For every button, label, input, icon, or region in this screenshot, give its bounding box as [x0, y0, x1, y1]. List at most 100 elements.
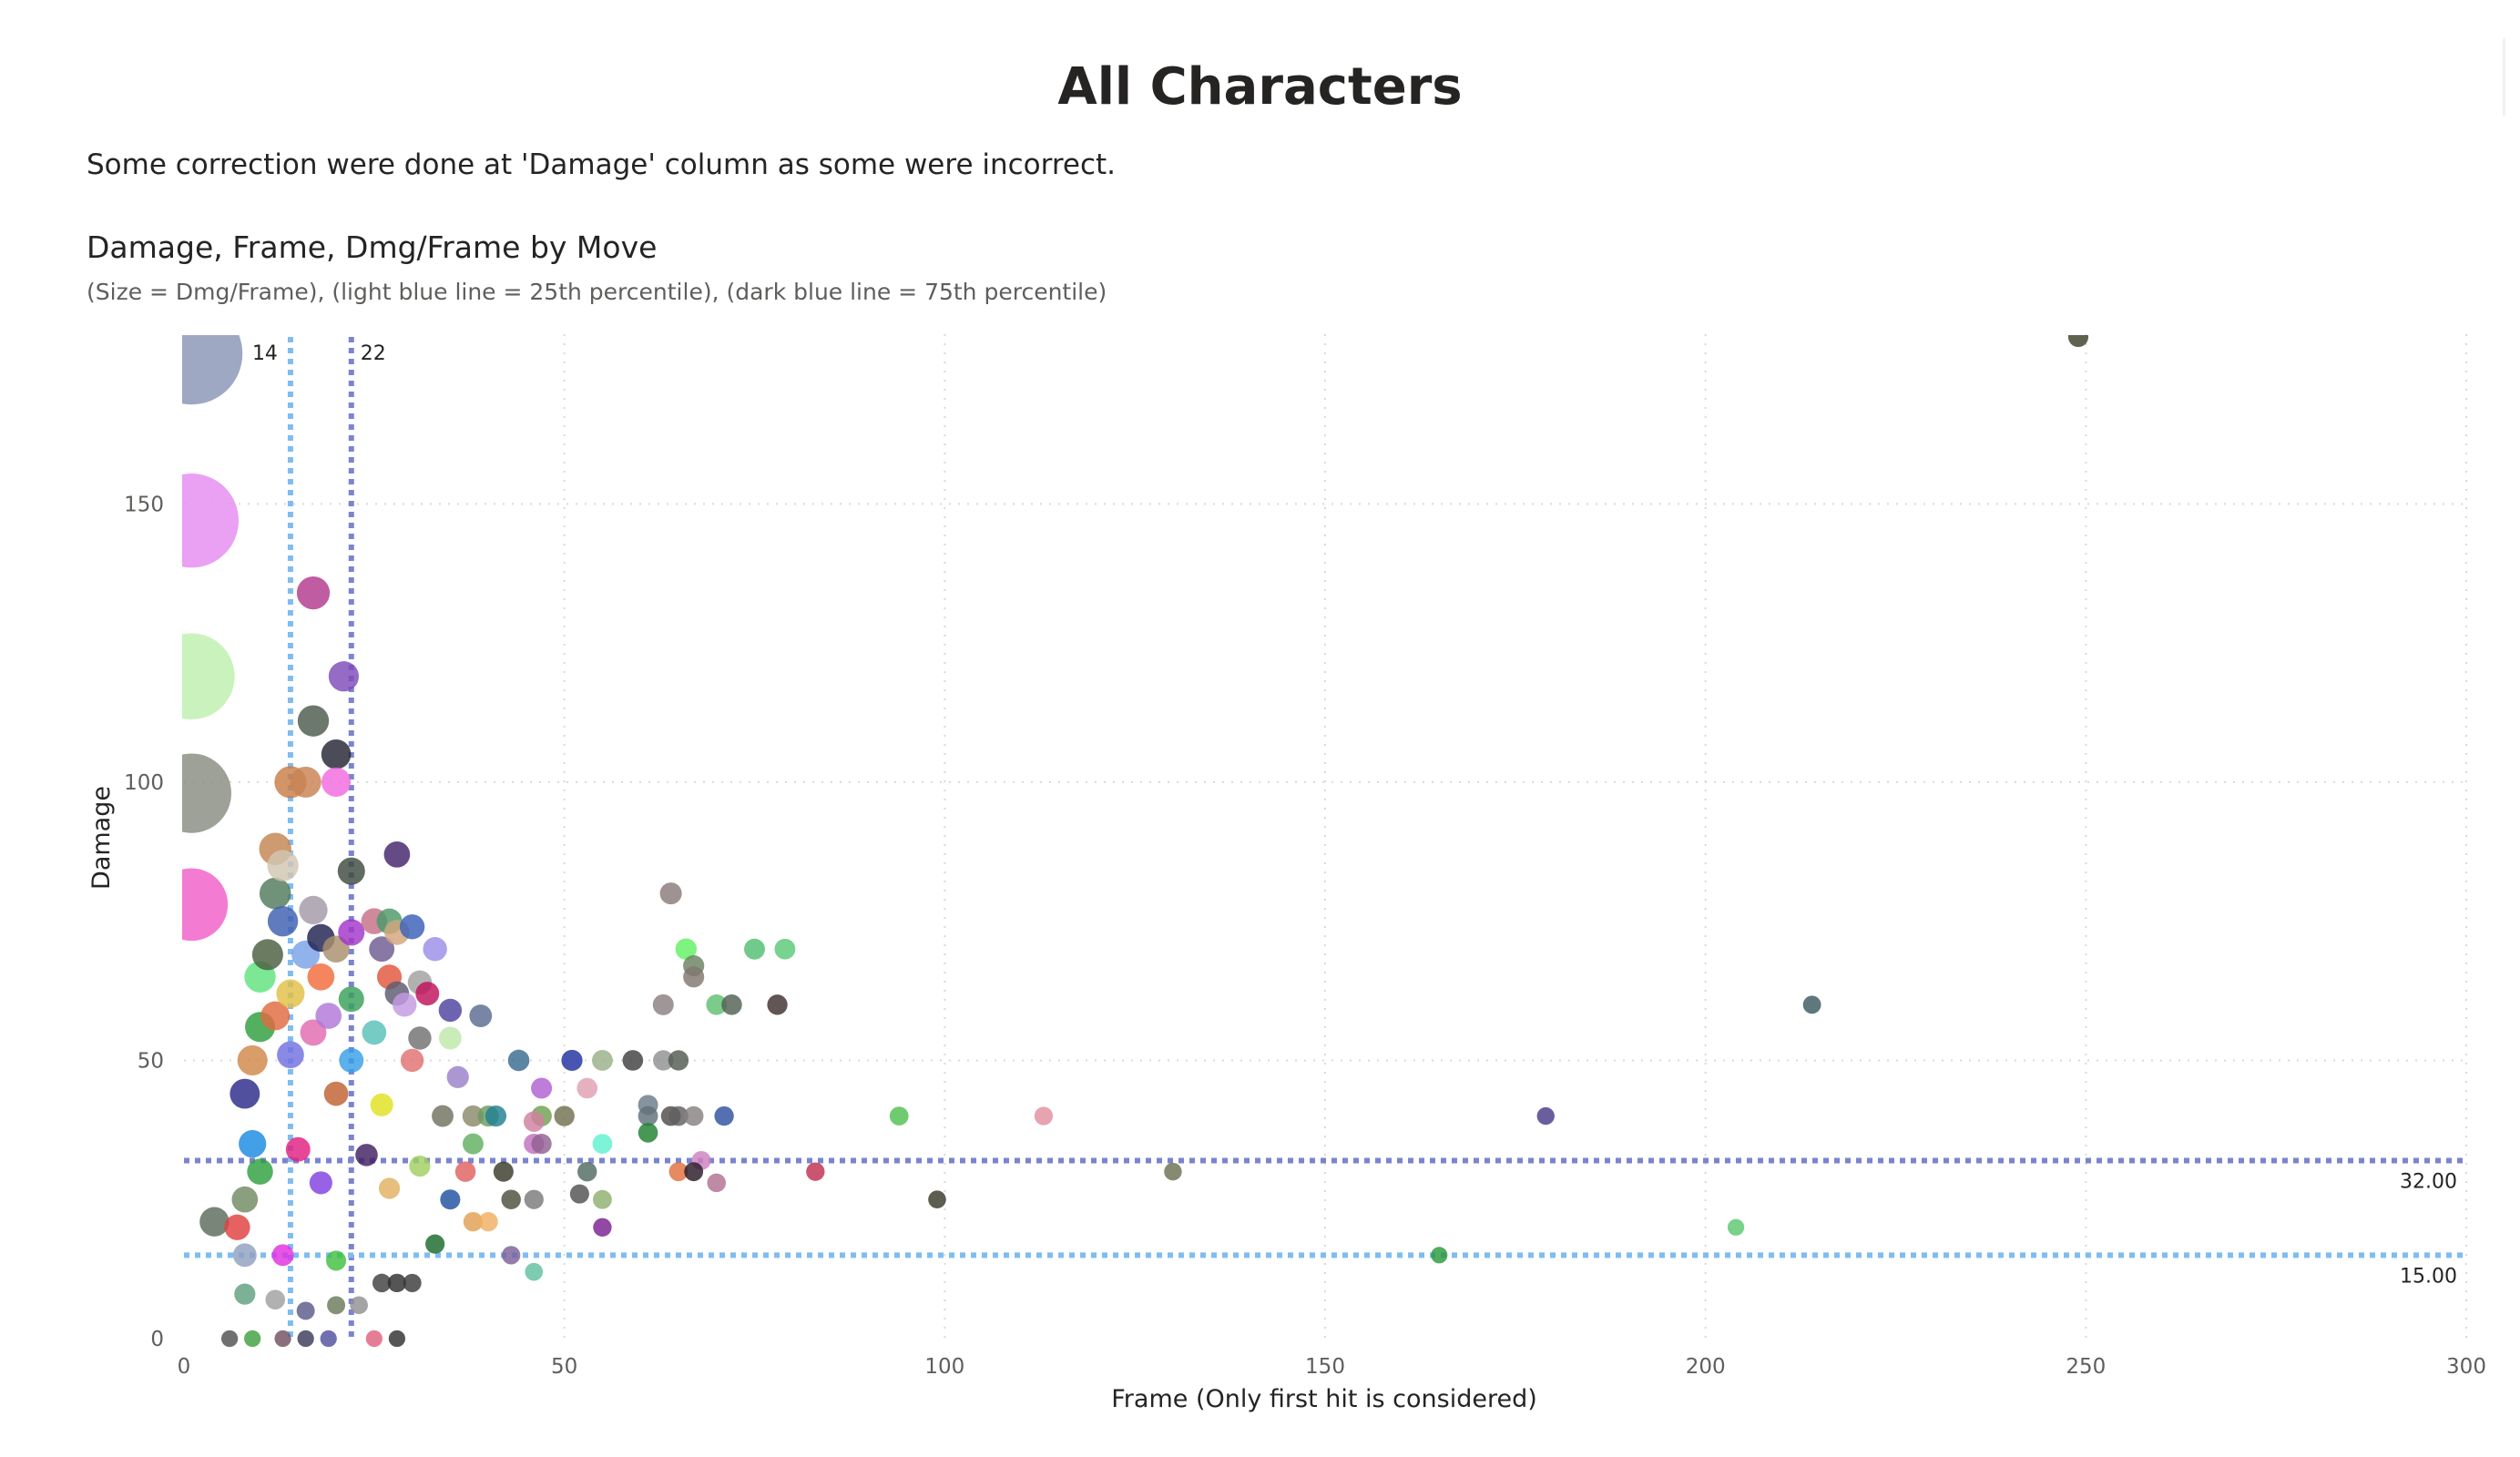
data-point[interactable]	[259, 877, 291, 910]
data-point[interactable]	[251, 939, 283, 971]
data-point[interactable]	[593, 1218, 612, 1237]
data-point[interactable]	[369, 936, 395, 963]
data-point[interactable]	[372, 1273, 392, 1293]
data-point[interactable]	[432, 1105, 454, 1127]
data-point[interactable]	[337, 857, 365, 885]
data-point[interactable]	[277, 1041, 304, 1069]
data-point[interactable]	[237, 1044, 268, 1075]
data-point[interactable]	[265, 1289, 286, 1310]
data-point[interactable]	[525, 1262, 544, 1281]
data-point[interactable]	[1536, 1106, 1555, 1126]
data-point[interactable]	[387, 1273, 407, 1293]
data-point[interactable]	[889, 1106, 909, 1126]
data-point[interactable]	[1164, 1162, 1182, 1181]
data-point[interactable]	[423, 937, 447, 962]
data-point[interactable]	[767, 994, 788, 1015]
data-point[interactable]	[668, 1105, 689, 1126]
data-point[interactable]	[928, 1190, 946, 1209]
data-point[interactable]	[365, 1330, 383, 1348]
data-point[interactable]	[339, 1047, 364, 1073]
data-point[interactable]	[321, 767, 352, 797]
data-point[interactable]	[593, 1189, 612, 1209]
data-point[interactable]	[408, 1026, 432, 1050]
data-point[interactable]	[592, 1134, 613, 1154]
data-point[interactable]	[299, 895, 328, 925]
data-point[interactable]	[296, 1301, 315, 1320]
data-point[interactable]	[285, 1136, 311, 1162]
data-point[interactable]	[774, 938, 796, 960]
data-point[interactable]	[507, 1049, 530, 1072]
data-point[interactable]	[714, 1105, 734, 1126]
data-point[interactable]	[524, 1189, 544, 1209]
data-point[interactable]	[668, 1050, 689, 1071]
data-point[interactable]	[440, 1189, 461, 1210]
data-point[interactable]	[502, 1246, 521, 1265]
data-point[interactable]	[370, 1093, 393, 1116]
data-point[interactable]	[415, 982, 440, 1006]
data-point[interactable]	[247, 1158, 273, 1185]
data-point[interactable]	[296, 576, 331, 610]
data-point[interactable]	[323, 1081, 349, 1106]
data-point[interactable]	[683, 1105, 704, 1126]
data-point[interactable]	[409, 1155, 431, 1177]
data-point[interactable]	[234, 1283, 256, 1305]
data-point[interactable]	[244, 1330, 261, 1348]
data-point[interactable]	[478, 1212, 498, 1232]
data-point[interactable]	[438, 1026, 462, 1050]
data-point[interactable]	[425, 1234, 445, 1254]
data-point[interactable]	[454, 1161, 476, 1182]
data-point[interactable]	[267, 905, 299, 937]
data-point[interactable]	[707, 1173, 727, 1193]
data-point[interactable]	[438, 998, 463, 1023]
data-point[interactable]	[140, 302, 243, 405]
data-point[interactable]	[199, 1207, 230, 1237]
data-point[interactable]	[652, 993, 674, 1015]
data-point[interactable]	[577, 1161, 597, 1182]
data-point[interactable]	[403, 1273, 422, 1292]
data-point[interactable]	[148, 633, 235, 720]
data-point[interactable]	[462, 1105, 485, 1127]
data-point[interactable]	[561, 1049, 583, 1072]
data-point[interactable]	[399, 914, 425, 940]
data-point[interactable]	[1727, 1218, 1745, 1236]
data-point[interactable]	[156, 868, 229, 942]
data-point[interactable]	[675, 938, 698, 960]
data-point[interactable]	[338, 919, 365, 946]
data-point[interactable]	[315, 1003, 342, 1029]
data-point[interactable]	[300, 1019, 327, 1046]
data-point[interactable]	[400, 1048, 424, 1073]
data-point[interactable]	[638, 1105, 658, 1126]
data-point[interactable]	[501, 1189, 521, 1209]
data-point[interactable]	[383, 841, 411, 868]
data-point[interactable]	[350, 1296, 368, 1315]
data-point[interactable]	[684, 1162, 704, 1182]
data-point[interactable]	[320, 1330, 337, 1348]
data-point[interactable]	[1802, 995, 1821, 1014]
data-point[interactable]	[638, 1123, 658, 1143]
data-point[interactable]	[152, 753, 231, 833]
data-point[interactable]	[267, 850, 299, 881]
data-point[interactable]	[297, 1330, 314, 1348]
data-point[interactable]	[622, 1050, 644, 1071]
data-point[interactable]	[462, 1133, 484, 1155]
data-point[interactable]	[355, 1144, 378, 1167]
data-point[interactable]	[378, 1177, 401, 1199]
data-point[interactable]	[338, 986, 364, 1013]
data-point[interactable]	[493, 1161, 514, 1182]
data-point[interactable]	[232, 1243, 257, 1268]
data-point[interactable]	[653, 1050, 674, 1071]
data-point[interactable]	[744, 938, 765, 960]
data-point[interactable]	[271, 1244, 294, 1267]
data-point[interactable]	[321, 739, 352, 769]
data-point[interactable]	[1431, 1247, 1448, 1264]
data-point[interactable]	[592, 1050, 613, 1071]
data-point[interactable]	[806, 1162, 825, 1181]
data-point[interactable]	[290, 766, 321, 798]
data-point[interactable]	[327, 1296, 346, 1315]
data-point[interactable]	[531, 1134, 552, 1155]
data-point[interactable]	[523, 1111, 545, 1132]
data-point[interactable]	[531, 1077, 553, 1099]
data-point[interactable]	[446, 1065, 469, 1088]
data-point[interactable]	[224, 1214, 250, 1240]
